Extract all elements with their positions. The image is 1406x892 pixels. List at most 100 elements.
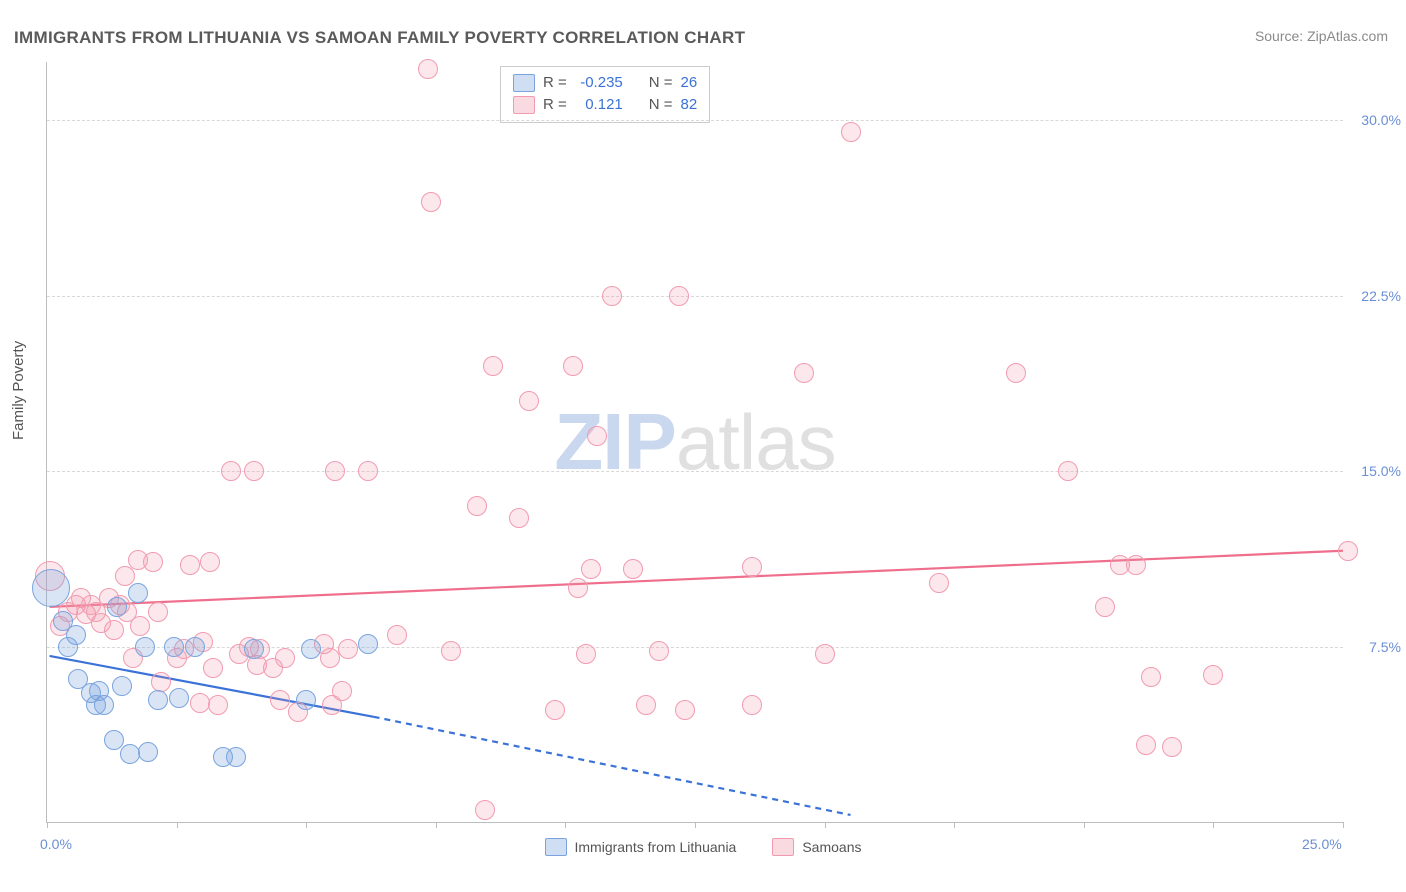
scatter-point-lithuania xyxy=(244,639,264,659)
scatter-point-samoan xyxy=(338,639,358,659)
x-tick xyxy=(954,822,955,828)
stat-R-value: 0.121 xyxy=(575,94,623,116)
scatter-point-samoan xyxy=(467,496,487,516)
scatter-point-lithuania xyxy=(226,747,246,767)
x-tick xyxy=(306,822,307,828)
x-tick xyxy=(1084,822,1085,828)
scatter-point-samoan xyxy=(190,693,210,713)
scatter-point-samoan xyxy=(358,461,378,481)
stat-R-label: R = xyxy=(543,94,567,116)
scatter-point-lithuania xyxy=(169,688,189,708)
scatter-point-samoan xyxy=(320,648,340,668)
scatter-point-lithuania xyxy=(128,583,148,603)
scatter-point-samoan xyxy=(815,644,835,664)
scatter-point-samoan xyxy=(669,286,689,306)
scatter-point-lithuania xyxy=(296,690,316,710)
x-tick xyxy=(436,822,437,828)
scatter-point-samoan xyxy=(244,461,264,481)
scatter-point-samoan xyxy=(1141,667,1161,687)
scatter-point-lithuania xyxy=(32,569,70,607)
scatter-point-samoan xyxy=(519,391,539,411)
scatter-point-samoan xyxy=(275,648,295,668)
swatch-pink xyxy=(772,838,794,856)
scatter-point-samoan xyxy=(1162,737,1182,757)
x-tick xyxy=(825,822,826,828)
swatch-blue xyxy=(513,74,535,92)
x-tick xyxy=(177,822,178,828)
plot-area: ZIPatlas R =-0.235N = 26R =0.121N = 82 7… xyxy=(46,62,1343,823)
scatter-point-samoan xyxy=(483,356,503,376)
stat-N-value: 82 xyxy=(681,94,698,116)
scatter-point-lithuania xyxy=(66,625,86,645)
stat-R-value: -0.235 xyxy=(575,72,623,94)
x-tick xyxy=(695,822,696,828)
scatter-point-samoan xyxy=(509,508,529,528)
scatter-point-samoan xyxy=(1203,665,1223,685)
scatter-point-samoan xyxy=(587,426,607,446)
scatter-point-samoan xyxy=(602,286,622,306)
statistics-box: R = -0.235 N = 26 R = 0.121 N = 82 xyxy=(500,66,710,123)
x-legend: Immigrants from Lithuania Samoans xyxy=(0,838,1406,856)
stats-row: R = 0.121 N = 82 xyxy=(513,94,697,116)
scatter-point-lithuania xyxy=(112,676,132,696)
scatter-point-lithuania xyxy=(301,639,321,659)
trendlines-layer xyxy=(47,62,1343,822)
x-tick xyxy=(1213,822,1214,828)
scatter-point-samoan xyxy=(180,555,200,575)
chart-title: IMMIGRANTS FROM LITHUANIA VS SAMOAN FAMI… xyxy=(14,28,745,48)
scatter-point-samoan xyxy=(130,616,150,636)
scatter-point-samoan xyxy=(332,681,352,701)
y-tick-label: 30.0% xyxy=(1361,112,1401,128)
scatter-point-samoan xyxy=(1006,363,1026,383)
scatter-point-lithuania xyxy=(148,690,168,710)
scatter-point-samoan xyxy=(208,695,228,715)
scatter-point-samoan xyxy=(1126,555,1146,575)
stat-R-label: R = xyxy=(543,72,567,94)
legend-label: Immigrants from Lithuania xyxy=(575,839,737,855)
scatter-point-samoan xyxy=(143,552,163,572)
scatter-point-samoan xyxy=(649,641,669,661)
stats-row: R = -0.235 N = 26 xyxy=(513,72,697,94)
scatter-point-lithuania xyxy=(164,637,184,657)
swatch-blue xyxy=(545,838,567,856)
scatter-point-samoan xyxy=(421,192,441,212)
scatter-point-samoan xyxy=(581,559,601,579)
scatter-point-samoan xyxy=(742,695,762,715)
scatter-point-lithuania xyxy=(185,637,205,657)
scatter-point-samoan xyxy=(200,552,220,572)
scatter-point-samoan xyxy=(576,644,596,664)
stat-N-label: N = xyxy=(649,94,673,116)
legend-item: Samoans xyxy=(772,838,861,856)
scatter-point-samoan xyxy=(325,461,345,481)
scatter-point-samoan xyxy=(563,356,583,376)
scatter-point-samoan xyxy=(104,620,124,640)
scatter-point-samoan xyxy=(387,625,407,645)
scatter-point-samoan xyxy=(1095,597,1115,617)
scatter-point-samoan xyxy=(545,700,565,720)
stat-N-value: 26 xyxy=(681,72,698,94)
scatter-point-samoan xyxy=(1058,461,1078,481)
scatter-point-samoan xyxy=(1136,735,1156,755)
scatter-point-samoan xyxy=(636,695,656,715)
x-tick xyxy=(565,822,566,828)
source-label: Source: ZipAtlas.com xyxy=(1255,28,1388,44)
x-tick xyxy=(1343,822,1344,828)
scatter-point-samoan xyxy=(841,122,861,142)
swatch-pink xyxy=(513,96,535,114)
scatter-point-samoan xyxy=(742,557,762,577)
scatter-point-lithuania xyxy=(138,742,158,762)
scatter-point-lithuania xyxy=(135,637,155,657)
scatter-point-samoan xyxy=(221,461,241,481)
stat-N-label: N = xyxy=(649,72,673,94)
y-tick-label: 22.5% xyxy=(1361,288,1401,304)
scatter-point-lithuania xyxy=(107,597,127,617)
y-axis-title: Family Poverty xyxy=(10,341,27,440)
scatter-point-samoan xyxy=(623,559,643,579)
scatter-point-samoan xyxy=(203,658,223,678)
scatter-point-samoan xyxy=(441,641,461,661)
scatter-point-lithuania xyxy=(94,695,114,715)
y-tick-label: 7.5% xyxy=(1369,639,1401,655)
scatter-point-lithuania xyxy=(120,744,140,764)
scatter-point-samoan xyxy=(929,573,949,593)
scatter-point-samoan xyxy=(1338,541,1358,561)
